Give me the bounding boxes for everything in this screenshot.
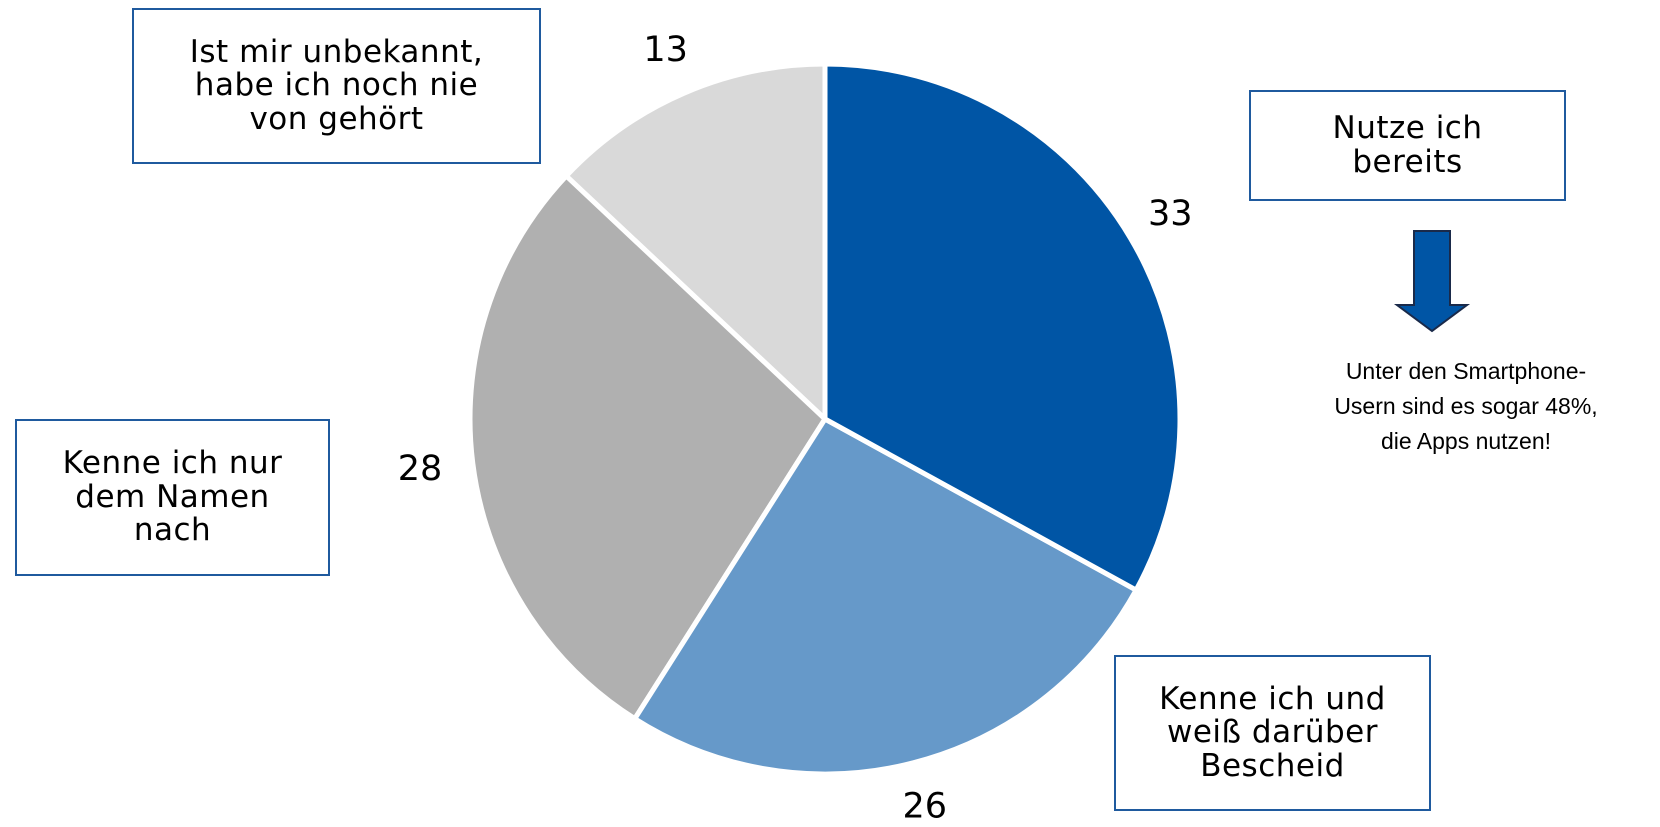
label-box: Nutze ich bereits [1249, 90, 1566, 201]
pie-slice [822, 61, 1183, 594]
pie-slice [562, 61, 828, 425]
value-label: 33 [1148, 194, 1193, 234]
annotation: Unter den Smartphone- Usern sind es soga… [1334, 358, 1598, 454]
pie-slice [631, 415, 1140, 777]
label-box: Ist mir unbekannt, habe ich noch nie von… [132, 8, 541, 164]
value-label: 13 [643, 30, 688, 70]
pie-slice [467, 172, 829, 723]
value-label: 26 [902, 787, 947, 827]
value-label: 28 [398, 449, 443, 489]
arrow [1393, 230, 1471, 333]
label-box: Kenne ich und weiß darüber Bescheid [1114, 655, 1431, 811]
label-box: Kenne ich nur dem Namen nach [15, 419, 330, 576]
